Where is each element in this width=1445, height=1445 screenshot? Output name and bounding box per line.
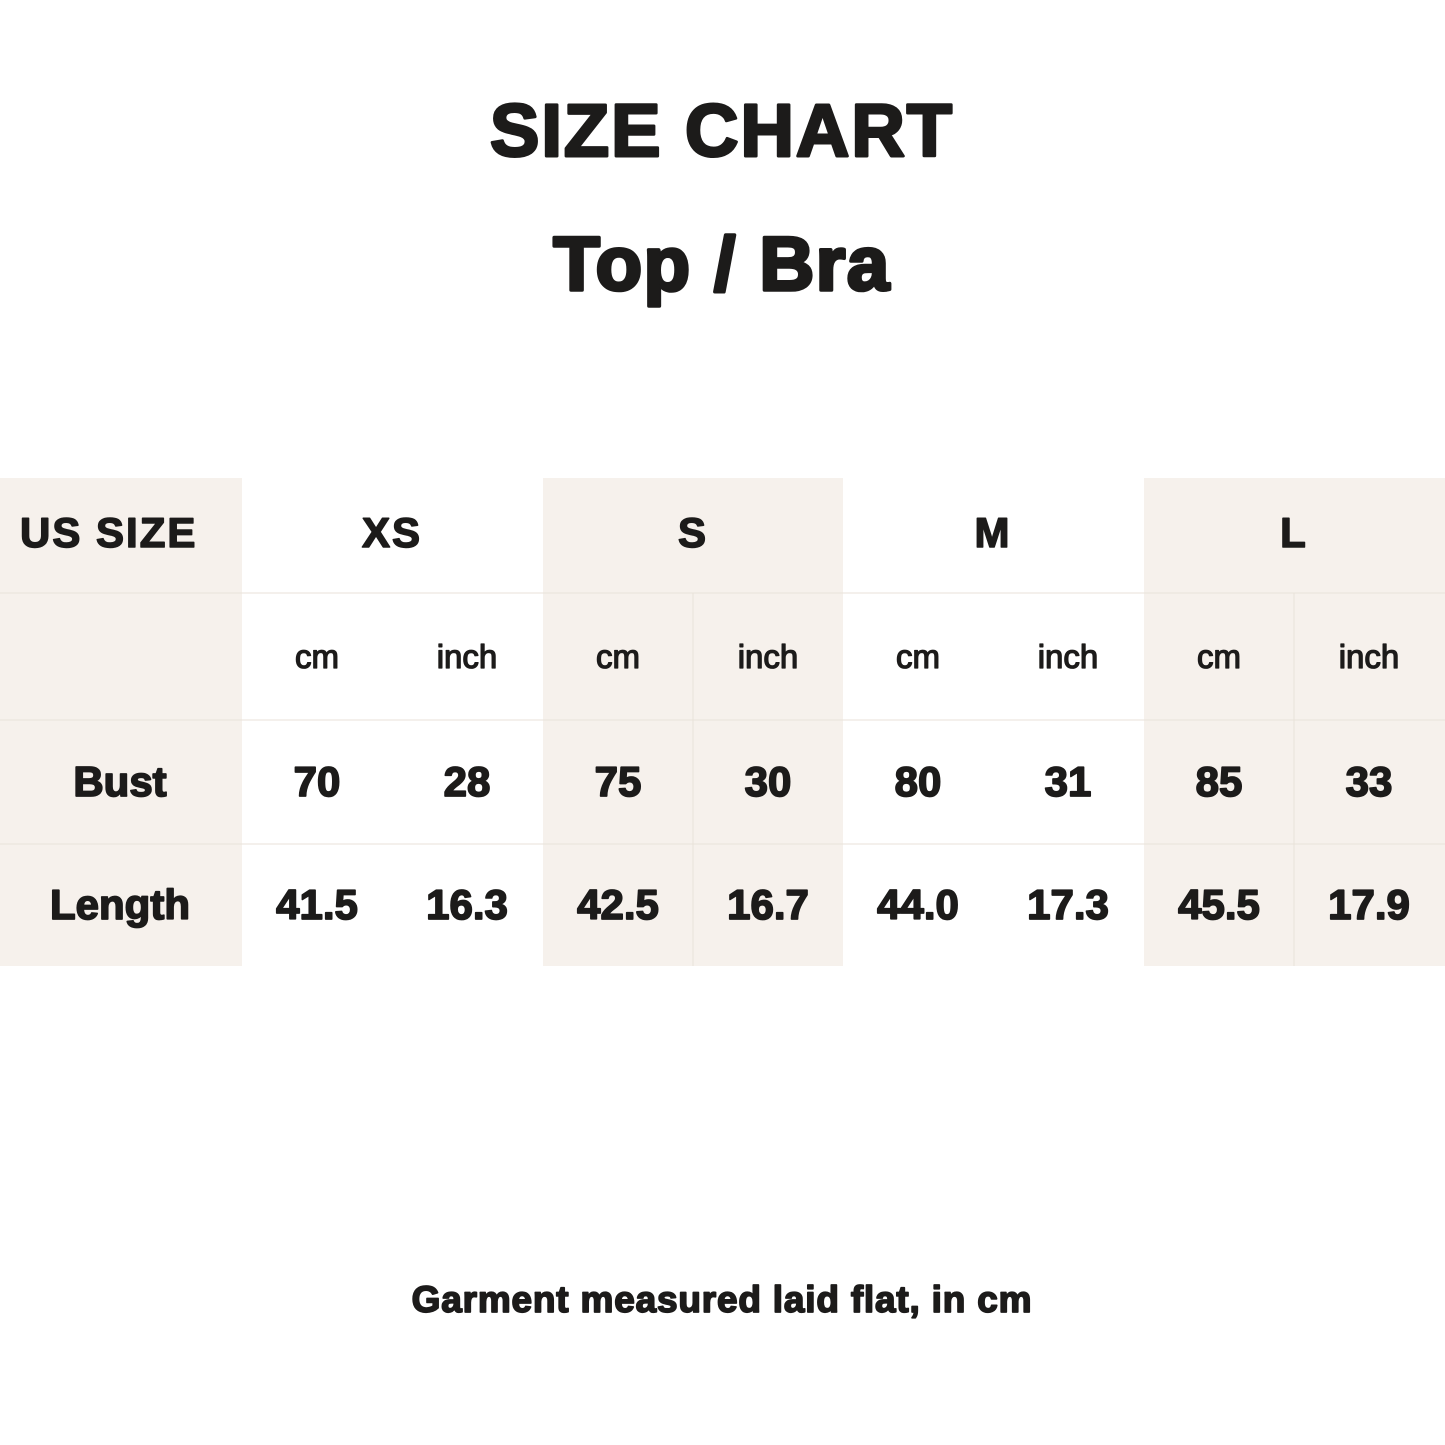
svg-text:16.7: 16.7: [727, 881, 809, 928]
svg-text:inch: inch: [738, 638, 799, 675]
svg-text:17.3: 17.3: [1027, 881, 1109, 928]
svg-text:75: 75: [595, 758, 642, 805]
svg-text:45.5: 45.5: [1178, 881, 1260, 928]
svg-text:Bust: Bust: [73, 758, 166, 805]
svg-text:Top / Bra: Top / Bra: [553, 222, 890, 307]
svg-text:42.5: 42.5: [577, 881, 659, 928]
svg-text:33: 33: [1346, 758, 1393, 805]
svg-text:S: S: [678, 509, 708, 556]
svg-text:cm: cm: [295, 638, 339, 675]
svg-text:85: 85: [1196, 758, 1243, 805]
svg-text:cm: cm: [1197, 638, 1241, 675]
svg-text:XS: XS: [362, 509, 422, 556]
svg-text:41.5: 41.5: [276, 881, 358, 928]
svg-text:inch: inch: [1339, 638, 1400, 675]
svg-text:inch: inch: [1038, 638, 1099, 675]
svg-text:80: 80: [895, 758, 942, 805]
svg-text:28: 28: [444, 758, 491, 805]
svg-text:31: 31: [1045, 758, 1092, 805]
svg-text:17.9: 17.9: [1328, 881, 1410, 928]
svg-text:US SIZE: US SIZE: [20, 509, 197, 556]
svg-text:70: 70: [294, 758, 341, 805]
svg-text:Garment measured laid flat, in: Garment measured laid flat, in cm: [412, 1279, 1033, 1320]
svg-text:cm: cm: [596, 638, 640, 675]
svg-text:16.3: 16.3: [426, 881, 508, 928]
svg-text:inch: inch: [437, 638, 498, 675]
svg-text:SIZE CHART: SIZE CHART: [490, 89, 954, 172]
svg-text:cm: cm: [896, 638, 940, 675]
svg-text:Length: Length: [50, 881, 190, 928]
svg-text:30: 30: [745, 758, 792, 805]
svg-text:M: M: [975, 509, 1012, 556]
svg-text:L: L: [1280, 509, 1308, 556]
svg-text:44.0: 44.0: [877, 881, 959, 928]
